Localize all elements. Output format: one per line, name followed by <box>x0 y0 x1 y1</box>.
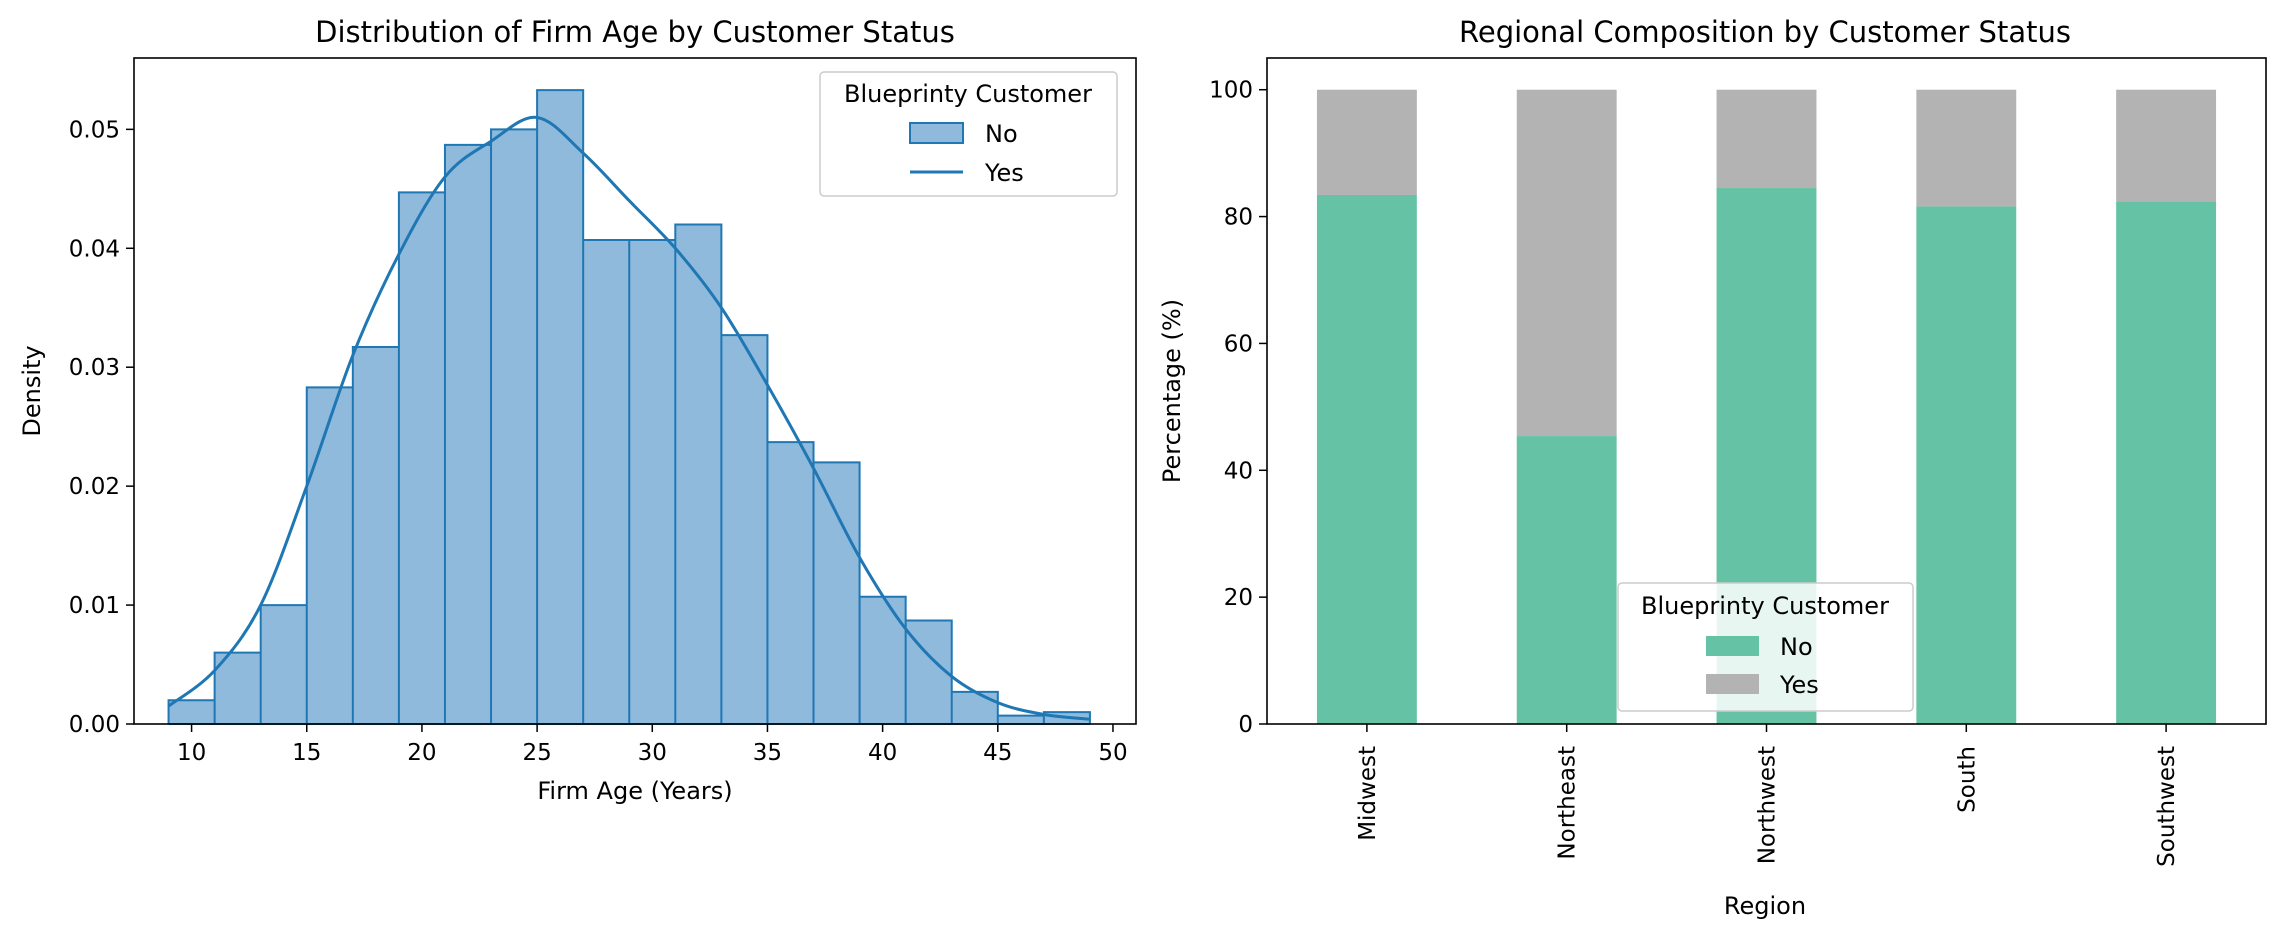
x-tick-label: 40 <box>868 740 897 766</box>
kde-line <box>167 115 1091 721</box>
chart2-legend-title: Blueprinty Customer <box>1641 592 1889 620</box>
histogram-bar <box>675 224 722 724</box>
chart1-y-ticks: 0.00 0.01 0.02 0.03 0.04 0.05 <box>69 117 134 738</box>
chart2-legend-box <box>1617 582 1914 712</box>
x-tick-label: 25 <box>522 740 551 766</box>
chart2-legend-label-yes: Yes <box>1779 671 1819 699</box>
chart1-legend-swatch-no <box>909 122 964 144</box>
y-tick-label: 100 <box>1209 78 1253 104</box>
histogram-bar <box>629 239 676 725</box>
chart1-legend-label-yes: Yes <box>984 159 1024 187</box>
histogram-bar <box>951 691 998 724</box>
histogram-bar <box>997 715 1044 724</box>
bar-yes-midwest <box>1316 89 1417 196</box>
y-tick-label: 40 <box>1224 458 1253 484</box>
histogram-bar <box>214 652 261 724</box>
histogram-bar <box>813 462 860 724</box>
histogram-bar <box>168 700 215 724</box>
y-tick-label: 60 <box>1224 331 1253 357</box>
x-tick-label: 15 <box>292 740 321 766</box>
histogram-bar <box>491 129 538 724</box>
chart1-legend-title: Blueprinty Customer <box>844 80 1092 108</box>
chart2-legend-swatch-yes <box>1706 674 1759 694</box>
chart1-y-axis-label: Density <box>18 345 46 436</box>
y-tick-label: 20 <box>1224 585 1253 611</box>
x-tick-label: South <box>1954 746 1980 813</box>
bar-no-south <box>1916 206 2017 724</box>
bar-no-midwest <box>1316 195 1417 724</box>
histogram-bar <box>767 442 814 724</box>
x-tick-label: 35 <box>753 740 782 766</box>
chart2-x-axis-label: Region <box>1724 892 1806 920</box>
histogram-bar <box>444 144 492 724</box>
x-tick-label: 45 <box>983 740 1012 766</box>
histogram-bar <box>583 239 630 725</box>
regional-composition-chart: Regional Composition by Customer Status … <box>1158 15 2267 920</box>
y-tick-label: 80 <box>1224 205 1253 231</box>
bar-no-southwest <box>2116 201 2217 724</box>
chart1-plot-frame <box>133 57 1137 725</box>
histogram-bar <box>352 346 399 724</box>
bar-yes-southwest <box>2116 89 2217 202</box>
chart2-legend-swatch-no <box>1706 636 1759 656</box>
x-tick-label: 10 <box>177 740 206 766</box>
x-tick-label: 50 <box>1098 740 1127 766</box>
histogram-bar <box>260 605 307 724</box>
y-tick-label: 0.00 <box>69 712 120 738</box>
bar-yes-south <box>1916 89 2017 207</box>
chart2-title: Regional Composition by Customer Status <box>1459 15 2071 49</box>
histogram-bar <box>398 192 445 724</box>
firm-age-histogram-chart: Distribution of Firm Age by Customer Sta… <box>18 15 1137 805</box>
chart2-legend: Blueprinty Customer No Yes <box>1617 582 1914 712</box>
chart2-legend-label-no: No <box>1780 633 1813 661</box>
y-tick-label: 0.03 <box>69 355 120 381</box>
chart1-legend-label-no: No <box>985 120 1018 148</box>
y-tick-label: 0.04 <box>69 236 120 262</box>
histogram-bar <box>537 90 584 724</box>
chart1-title: Distribution of Firm Age by Customer Sta… <box>315 15 955 49</box>
histogram-bar <box>306 387 353 724</box>
histogram-bars <box>168 90 1090 725</box>
chart1-legend: Blueprinty Customer No Yes <box>819 71 1118 197</box>
chart1-x-ticks: 10 15 20 25 30 35 40 45 50 <box>177 724 1128 766</box>
chart1-x-axis-label: Firm Age (Years) <box>537 777 732 805</box>
bar-yes-northeast <box>1516 89 1617 437</box>
chart2-y-axis-label: Percentage (%) <box>1158 299 1186 483</box>
bar-no-northeast <box>1516 436 1617 724</box>
x-tick-label: 20 <box>407 740 436 766</box>
x-tick-label: 30 <box>638 740 667 766</box>
histogram-outline <box>167 89 1091 725</box>
x-tick-label: Northwest <box>1755 746 1781 864</box>
x-tick-label: Midwest <box>1355 746 1381 841</box>
stacked-bars <box>1316 89 2217 724</box>
chart2-x-ticks: Midwest Northeast Northwest South Southwest <box>1355 724 2180 867</box>
histogram-bar <box>721 335 768 724</box>
chart1-legend-box <box>819 71 1118 197</box>
bar-yes-northwest <box>1716 89 1817 189</box>
histogram-bar <box>859 596 906 724</box>
x-tick-label: Northeast <box>1555 746 1581 860</box>
y-tick-label: 0 <box>1238 712 1253 738</box>
y-tick-label: 0.01 <box>69 593 120 619</box>
y-tick-label: 0.05 <box>69 117 120 143</box>
chart2-y-ticks: 0 20 40 60 80 100 <box>1209 78 1267 738</box>
x-tick-label: Southwest <box>2154 746 2180 867</box>
y-tick-label: 0.02 <box>69 474 120 500</box>
